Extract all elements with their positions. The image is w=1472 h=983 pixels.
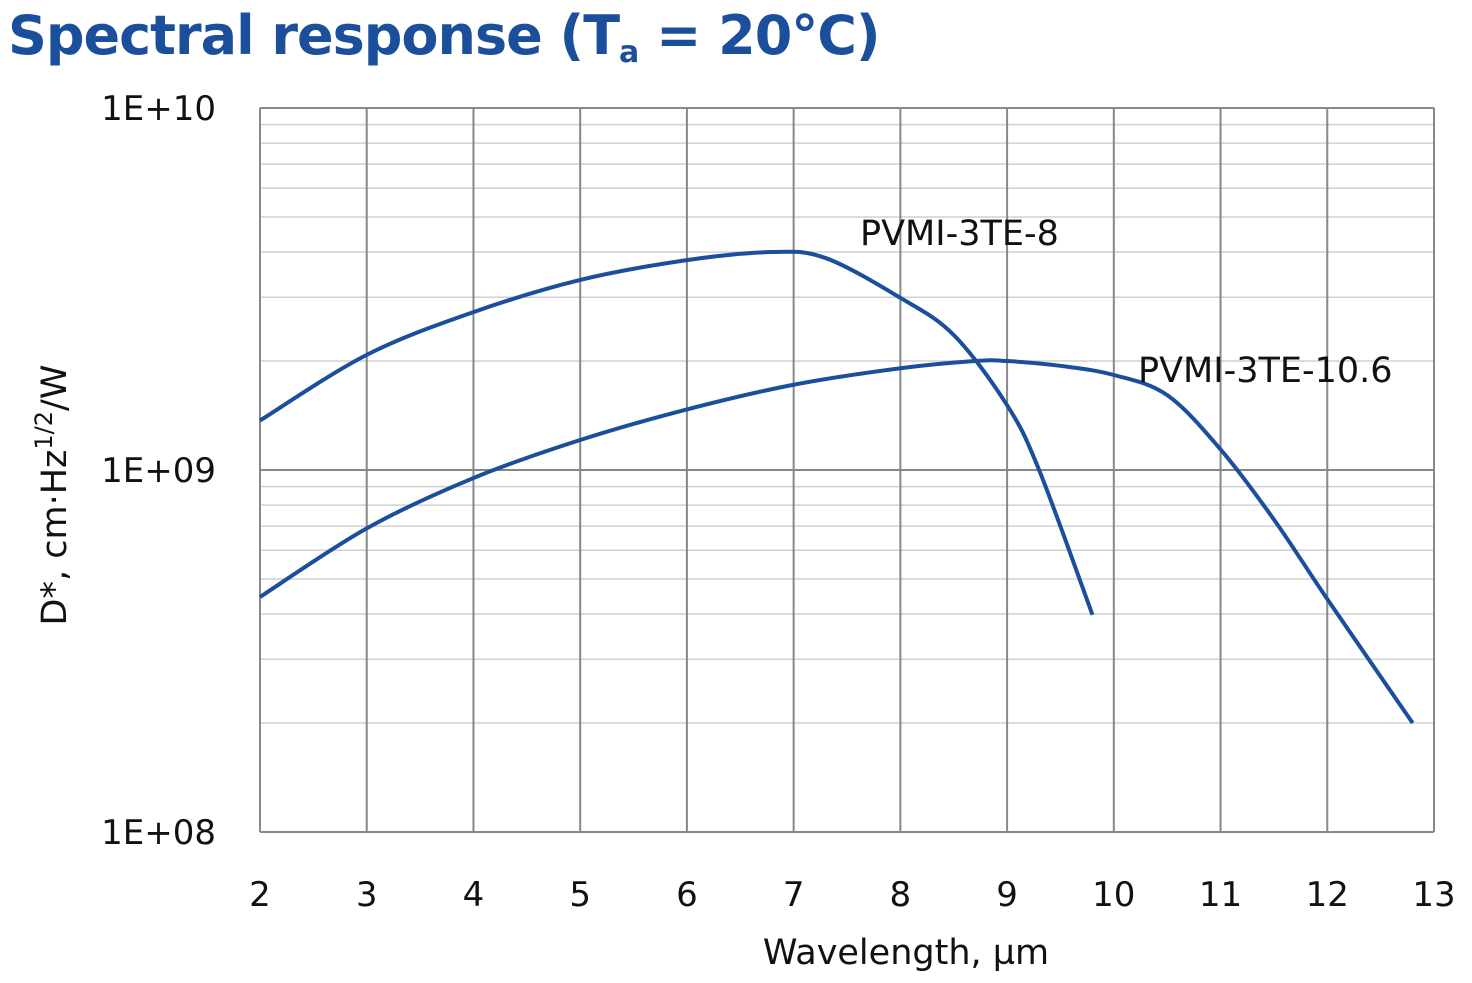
series-label-pvmi-3te-8: PVMI-3TE-8 bbox=[860, 214, 1059, 254]
chart-title: Spectral response (Ta = 20°C) bbox=[8, 4, 881, 70]
x-tick-label: 4 bbox=[463, 875, 485, 915]
x-tick-label: 13 bbox=[1412, 875, 1455, 915]
x-tick-label: 7 bbox=[783, 875, 805, 915]
x-axis-label: Wavelength, µm bbox=[763, 933, 1049, 973]
x-tick-label: 12 bbox=[1306, 875, 1349, 915]
x-tick-label: 2 bbox=[249, 875, 271, 915]
x-tick-label: 5 bbox=[569, 875, 591, 915]
y-label-sup: 1/2 bbox=[30, 411, 58, 450]
y-tick-label: 1E+09 bbox=[101, 451, 216, 491]
x-tick-label: 8 bbox=[890, 875, 912, 915]
y-tick-label: 1E+08 bbox=[101, 813, 216, 853]
y-label-pre: D*, cm·Hz bbox=[35, 450, 75, 626]
title-end: = 20°C) bbox=[638, 4, 881, 67]
series-line-pvmi-3te-10-6 bbox=[258, 358, 1415, 725]
x-tick-label: 9 bbox=[996, 875, 1018, 915]
title-subscript: a bbox=[619, 35, 639, 70]
series-line-pvmi-3te-8 bbox=[258, 249, 1095, 616]
x-tick-label: 10 bbox=[1092, 875, 1135, 915]
y-axis-label: D*, cm·Hz1/2/W bbox=[30, 365, 75, 626]
x-tick-label: 11 bbox=[1199, 875, 1242, 915]
y-tick-label: 1E+10 bbox=[101, 89, 216, 129]
y-label-post: /W bbox=[35, 365, 75, 411]
title-main: Spectral response (T bbox=[8, 4, 620, 67]
series-label-pvmi-3te-10-6: PVMI-3TE-10.6 bbox=[1138, 351, 1393, 391]
x-tick-label: 3 bbox=[356, 875, 378, 915]
x-tick-label: 6 bbox=[676, 875, 698, 915]
